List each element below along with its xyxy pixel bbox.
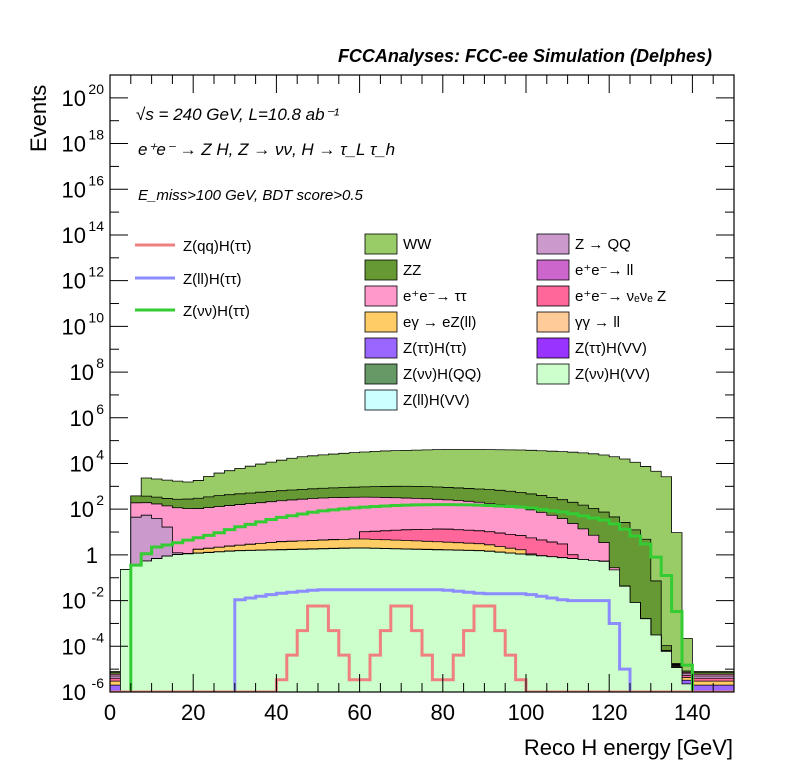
y-tick-label: 10	[70, 497, 94, 522]
y-tick-exponent: 18	[88, 127, 104, 143]
legend-label-zz: ZZ	[403, 262, 421, 279]
x-tick-label: 100	[508, 700, 545, 725]
y-tick-exponent: -4	[92, 629, 105, 645]
legend-label-e-e: e⁺e⁻→ ττ	[403, 288, 467, 305]
legend-swatch-z-ll-h-vv	[364, 389, 398, 411]
y-tick-exponent: 4	[96, 446, 104, 462]
line-zll-htautau	[110, 588, 734, 692]
y-tick-label: 10	[62, 634, 86, 659]
stack-layer	[110, 449, 734, 692]
legend-label-e-ez-ll: eγ → eZ(ll)	[403, 314, 476, 331]
y-tick-exponent: 20	[88, 81, 104, 97]
y-tick-exponent: 8	[96, 355, 104, 371]
legend-swatch-e-ez-ll	[364, 311, 398, 333]
y-tick-exponent: -2	[92, 584, 105, 600]
x-tick-label: 140	[674, 700, 711, 725]
legend-label-z-h-vv: Z(νν)H(VV)	[575, 366, 650, 383]
line-znunu-htautau	[110, 503, 734, 692]
y-axis-label: Events	[26, 85, 51, 152]
legend-swatch-zz	[364, 259, 398, 281]
legend-label-z-ll-h: Z(ll)H(ττ)	[183, 271, 242, 288]
chart-title: FCCAnalyses: FCC-ee Simulation (Delphes)	[338, 46, 712, 66]
legend-swatch-ww	[364, 233, 398, 255]
legend-label-ll: γγ → ll	[575, 314, 620, 331]
legend-label-z-qq: Z → QQ	[575, 236, 631, 253]
y-tick-label: 10	[70, 406, 94, 431]
y-tick-label: 10	[62, 680, 86, 705]
y-tick-label: 10	[62, 177, 86, 202]
legend-label-z-h: Z(ττ)H(ττ)	[403, 340, 467, 357]
x-axis-label: Reco H energy [GeV]	[524, 735, 733, 760]
legend-swatch-z-h-qq	[364, 363, 398, 385]
y-tick-exponent: 14	[88, 218, 104, 234]
stack-z-h-vv	[110, 547, 734, 692]
legend-label-e-e-ll: e⁺e⁻→ ll	[575, 262, 633, 279]
y-tick-label: 10	[62, 269, 86, 294]
legend-swatch-z-h-vv	[536, 337, 570, 359]
legend-label-e-e-z: e⁺e⁻→ νₑνₑ Z	[575, 288, 666, 305]
legend-swatch-z-h	[364, 337, 398, 359]
y-tick-exponent: 2	[96, 492, 104, 508]
x-tick-label: 80	[431, 700, 455, 725]
legend-label-z-h: Z(νν)H(ττ)	[183, 303, 250, 320]
y-tick-label: 10	[62, 314, 86, 339]
legend-swatch-e-e-ll	[536, 259, 570, 281]
y-tick-label: 10	[62, 223, 86, 248]
x-tick-label: 60	[347, 700, 371, 725]
legend-swatch-z-h-vv	[536, 363, 570, 385]
x-tick-label: 40	[264, 700, 288, 725]
line-zqq-htautau	[110, 604, 734, 692]
legend: Z(qq)H(ττ) Z(ll)H(ττ) Z(νν)H(ττ) WW Z → QQ ZZ…	[135, 233, 666, 411]
annotation-energy: √s = 240 GeV, L=10.8 ab⁻¹	[136, 105, 340, 124]
y-tick-exponent: 10	[88, 309, 104, 325]
y-tick-label: 10	[62, 132, 86, 157]
y-tick-exponent: -6	[92, 675, 105, 691]
y-tick-label: 10	[62, 86, 86, 111]
axes: 0 20 40 60 80 100 120 140-610-410-2101210410610…	[62, 74, 735, 725]
annotation-process: e⁺e⁻ → Z H, Z → νν, H → τ_L τ_h	[138, 140, 395, 159]
y-tick-exponent: 12	[88, 264, 104, 280]
legend-label-z-h-vv: Z(ττ)H(VV)	[575, 340, 647, 357]
x-tick-label: 120	[591, 700, 628, 725]
legend-label-z-ll-h-vv: Z(ll)H(VV)	[403, 392, 470, 409]
legend-swatch-ll	[536, 311, 570, 333]
legend-swatch-e-e	[364, 285, 398, 307]
x-tick-label: 20	[181, 700, 205, 725]
legend-swatch-z-qq	[536, 233, 570, 255]
signal-layer	[110, 503, 734, 692]
annotation-selection: E_miss>100 GeV, BDT score>0.5	[138, 187, 363, 204]
y-tick-label: 1	[86, 543, 98, 568]
legend-swatch-e-e-z	[536, 285, 570, 307]
x-tick-label: 0	[104, 700, 116, 725]
y-tick-exponent: 16	[88, 172, 104, 188]
y-tick-label: 10	[62, 589, 86, 614]
legend-label-z-h-qq: Z(νν)H(QQ)	[403, 366, 481, 383]
y-tick-label: 10	[70, 451, 94, 476]
legend-label-ww: WW	[403, 236, 432, 253]
y-tick-exponent: 6	[96, 401, 104, 417]
legend-label-z-qq-h: Z(qq)H(ττ)	[183, 238, 252, 255]
y-tick-label: 10	[70, 360, 94, 385]
